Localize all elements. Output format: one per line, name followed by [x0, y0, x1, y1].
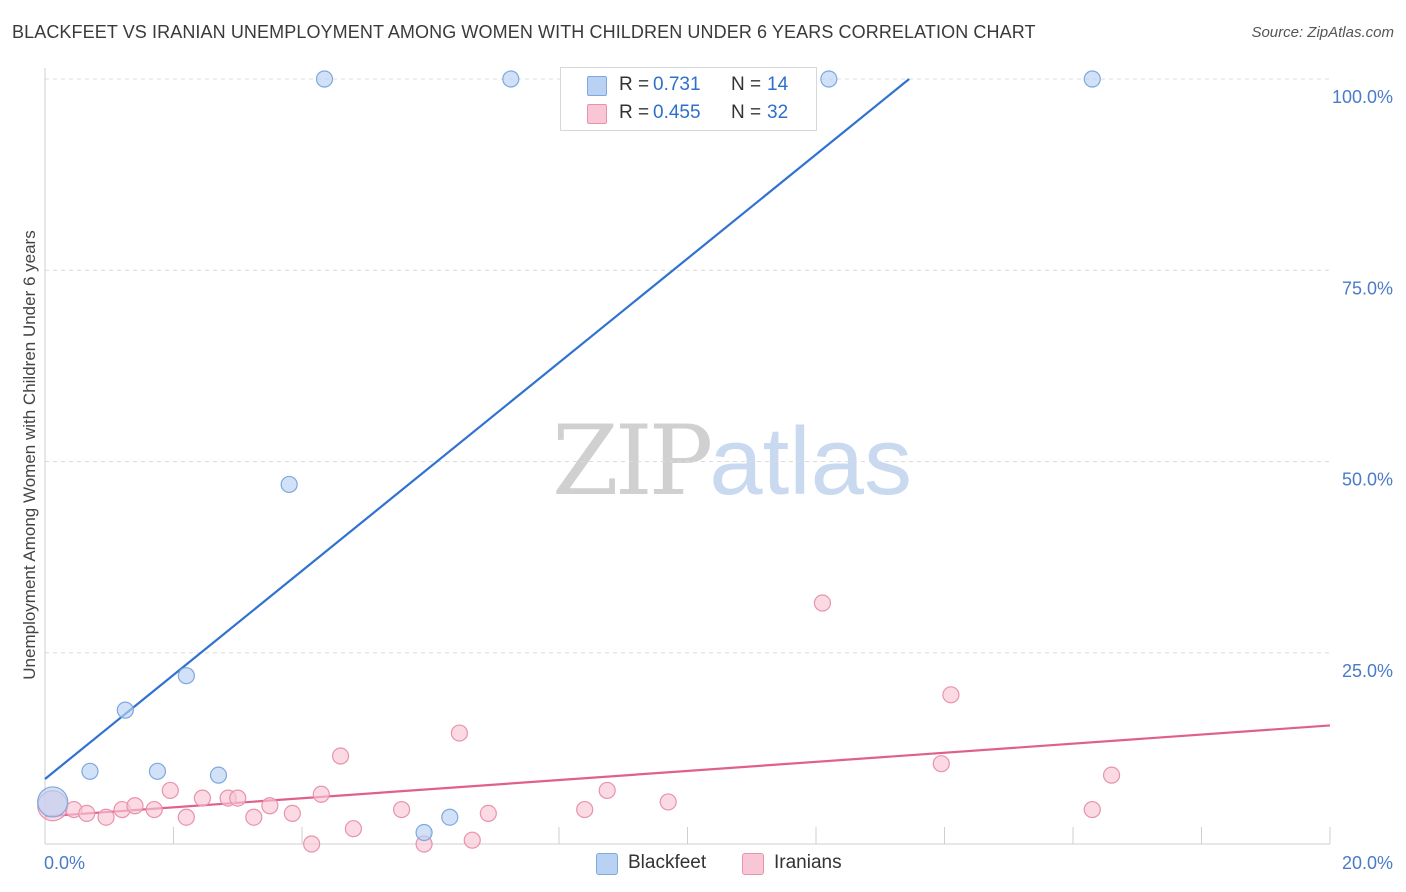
iranians-point: [97, 808, 115, 826]
iranians-point: [463, 831, 481, 849]
correlation-legend: R = 0.731 N = 14 R = 0.455 N = 32: [560, 67, 817, 131]
blackfeet-point: [1083, 70, 1101, 88]
iranians-point: [245, 808, 263, 826]
chart-title: BLACKFEET VS IRANIAN UNEMPLOYMENT AMONG …: [12, 22, 1036, 42]
blackfeet-point: [315, 70, 334, 88]
n-label: N =: [731, 102, 762, 123]
iranians-point: [161, 781, 179, 800]
grid-lines: [45, 78, 1330, 654]
iranians-point: [344, 820, 362, 838]
y-tick-label: 25.0%: [1342, 661, 1393, 681]
iranians-r-value: 0.455: [653, 102, 701, 123]
blackfeet-legend-swatch: [596, 853, 618, 875]
y-tick-label: 100.0%: [1332, 87, 1393, 107]
blackfeet-point: [441, 808, 459, 826]
blackfeet-trend-line: [44, 78, 910, 780]
iranians-point: [312, 785, 330, 803]
iranians-point: [479, 804, 497, 823]
blackfeet-point: [502, 70, 520, 88]
blackfeet-r-value: 0.731: [653, 74, 701, 95]
iranians-point: [303, 835, 321, 853]
blackfeet-point: [280, 475, 298, 494]
data-points: [37, 70, 1121, 853]
iranians-point: [942, 686, 960, 704]
blackfeet-legend-label: Blackfeet: [628, 852, 707, 873]
iranians-trend-line: [44, 724, 1331, 818]
iranians-swatch: [587, 104, 607, 124]
blackfeet-point: [177, 667, 195, 685]
iranians-point: [78, 804, 96, 823]
blackfeet-point: [81, 762, 99, 780]
r-label: R =: [619, 102, 650, 123]
iranians-point: [813, 594, 832, 612]
iranians-point: [145, 800, 163, 819]
blackfeet-point: [148, 762, 167, 780]
axes: [44, 68, 1331, 845]
iranians-point: [1083, 800, 1101, 819]
x-tick-label: 20.0%: [1342, 853, 1393, 873]
iranians-point: [229, 789, 247, 807]
blackfeet-point: [209, 766, 228, 784]
r-label: R =: [619, 74, 650, 95]
iranians-point: [450, 724, 469, 742]
tick-labels: 25.0% 50.0% 75.0% 100.0% 0.0% 20.0%: [44, 87, 1393, 873]
iranians-point: [177, 808, 195, 826]
iranians-n-value: 32: [767, 102, 789, 123]
y-tick-label: 75.0%: [1342, 278, 1393, 298]
iranians-point: [576, 800, 594, 819]
iranians-point: [331, 747, 350, 765]
iranians-point: [261, 797, 279, 815]
source-label: Source: ZipAtlas.com: [1251, 24, 1394, 41]
iranians-point: [193, 789, 212, 807]
blackfeet-point: [415, 823, 433, 842]
iranians-point: [659, 793, 677, 811]
blackfeet-n-value: 14: [767, 74, 789, 95]
iranians-legend-swatch: [742, 853, 764, 875]
iranians-point: [932, 755, 950, 773]
iranians-legend-label: Iranians: [774, 852, 842, 873]
blackfeet-point: [820, 70, 838, 88]
blackfeet-swatch: [587, 76, 607, 96]
iranians-point: [126, 797, 144, 815]
y-tick-label: 50.0%: [1342, 470, 1393, 490]
x-tick-label: 0.0%: [44, 853, 85, 873]
iranians-point: [392, 800, 411, 819]
iranians-point: [598, 781, 616, 800]
n-label: N =: [731, 74, 762, 95]
iranians-point: [283, 804, 301, 823]
iranians-point: [1102, 766, 1121, 784]
trend-lines: [44, 78, 1331, 818]
blackfeet-point: [116, 701, 134, 719]
blackfeet-point: [37, 786, 69, 818]
